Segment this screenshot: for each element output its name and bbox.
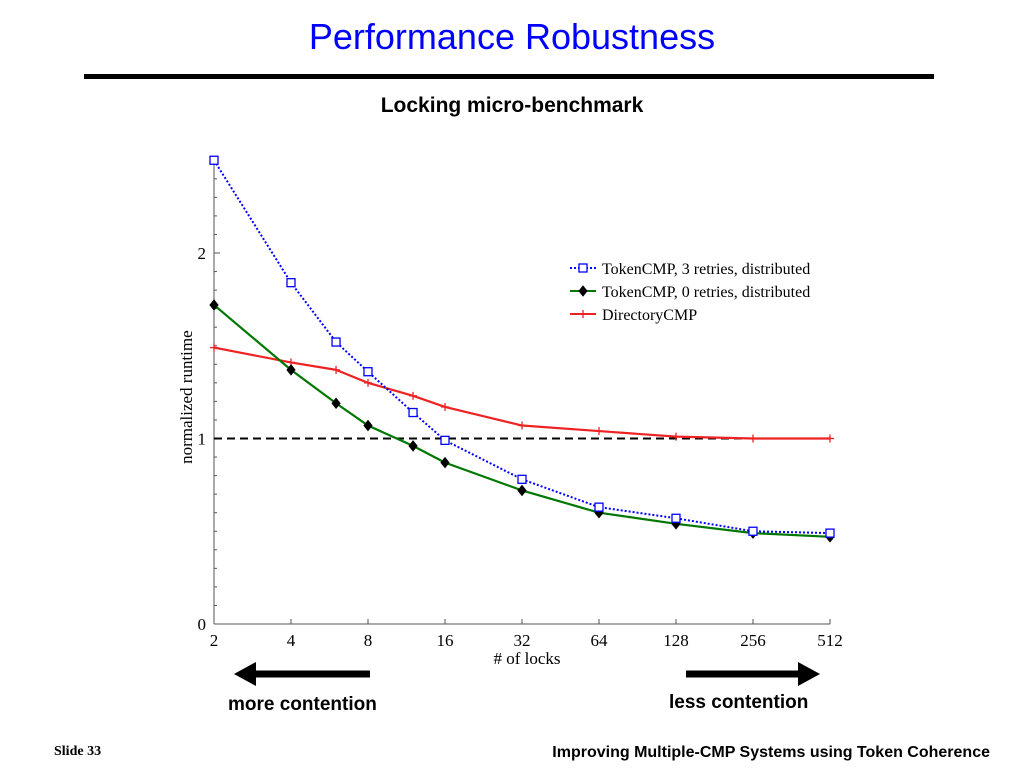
chart-axes: 0 1 2 2 4 8 16 32 64 128 256 512 # of locks normalize… (177, 159, 843, 668)
square-marker (671, 513, 681, 523)
plus-marker (441, 402, 449, 411)
square-marker (748, 526, 758, 536)
diamond-marker (440, 456, 450, 469)
diamond-marker (331, 397, 341, 410)
plus-marker (672, 432, 680, 441)
y-tick-label: 0 (198, 615, 207, 634)
contention-arrows (234, 662, 820, 686)
x-tick-label: 128 (663, 631, 689, 650)
square-marker (209, 155, 219, 165)
y-axis-label: normalized runtime (177, 330, 196, 464)
plus-marker (749, 434, 757, 443)
x-tick-label: 2 (210, 631, 219, 650)
series-1 (209, 299, 835, 543)
y-tick-label: 2 (198, 244, 207, 263)
left-arrow-head (234, 662, 256, 686)
diamond-marker (209, 299, 219, 311)
x-tick-label: 512 (817, 631, 843, 650)
legend-entry: DirectoryCMP (570, 307, 697, 324)
diamond-marker (578, 285, 588, 297)
diamond-marker (408, 440, 418, 452)
series-line (213, 304, 831, 538)
legend-entry: TokenCMP, 0 retries, distributed (570, 284, 810, 301)
plus-marker (826, 434, 834, 443)
y-tick-label: 1 (198, 430, 207, 449)
slide-title: Performance Robustness (308, 16, 716, 57)
x-tick-label: 16 (437, 631, 454, 650)
plus-marker (518, 421, 526, 430)
series-0 (209, 155, 835, 538)
diamond-marker (286, 364, 296, 376)
square-marker (825, 528, 835, 538)
legend-label: TokenCMP, 3 retries, distributed (602, 261, 810, 278)
square-marker (517, 474, 527, 484)
square-marker (331, 337, 341, 347)
series-layer (209, 155, 835, 543)
more-contention-label: more contention (228, 694, 377, 715)
plus-marker (364, 378, 372, 387)
right-arrow-head (798, 662, 820, 686)
x-axis-label: # of locks (493, 649, 560, 668)
square-marker (363, 367, 373, 377)
plus-marker (595, 427, 603, 436)
slide-number: Slide 33 (54, 744, 102, 759)
chart-subtitle: Locking micro-benchmark (380, 94, 644, 117)
legend-label: TokenCMP, 0 retries, distributed (602, 284, 810, 301)
chart-legend: TokenCMP, 3 retries, distributed TokenCMP… (570, 261, 810, 324)
x-tick-label: 4 (287, 631, 296, 650)
plus-marker (332, 365, 341, 374)
square-marker (286, 278, 296, 288)
diamond-marker (363, 419, 373, 432)
x-tick-label: 256 (740, 631, 766, 650)
series-2 (210, 343, 834, 443)
x-tick-label: 64 (591, 631, 609, 650)
plus-marker (210, 343, 218, 352)
x-tick-label: 32 (514, 631, 531, 650)
legend-entry: TokenCMP, 3 retries, distributed (570, 261, 810, 278)
plus-marker (579, 310, 587, 318)
square-marker (594, 502, 604, 512)
square-marker (408, 407, 418, 418)
title-divider (84, 74, 934, 79)
presentation-title: Improving Multiple-CMP Systems using Tok… (552, 744, 990, 761)
x-tick-label: 8 (364, 631, 373, 650)
diamond-marker (517, 484, 527, 497)
square-marker (578, 263, 588, 273)
plus-marker (409, 391, 418, 400)
legend-label: DirectoryCMP (602, 307, 697, 324)
square-marker (440, 435, 450, 446)
less-contention-label: less contention (669, 692, 809, 713)
